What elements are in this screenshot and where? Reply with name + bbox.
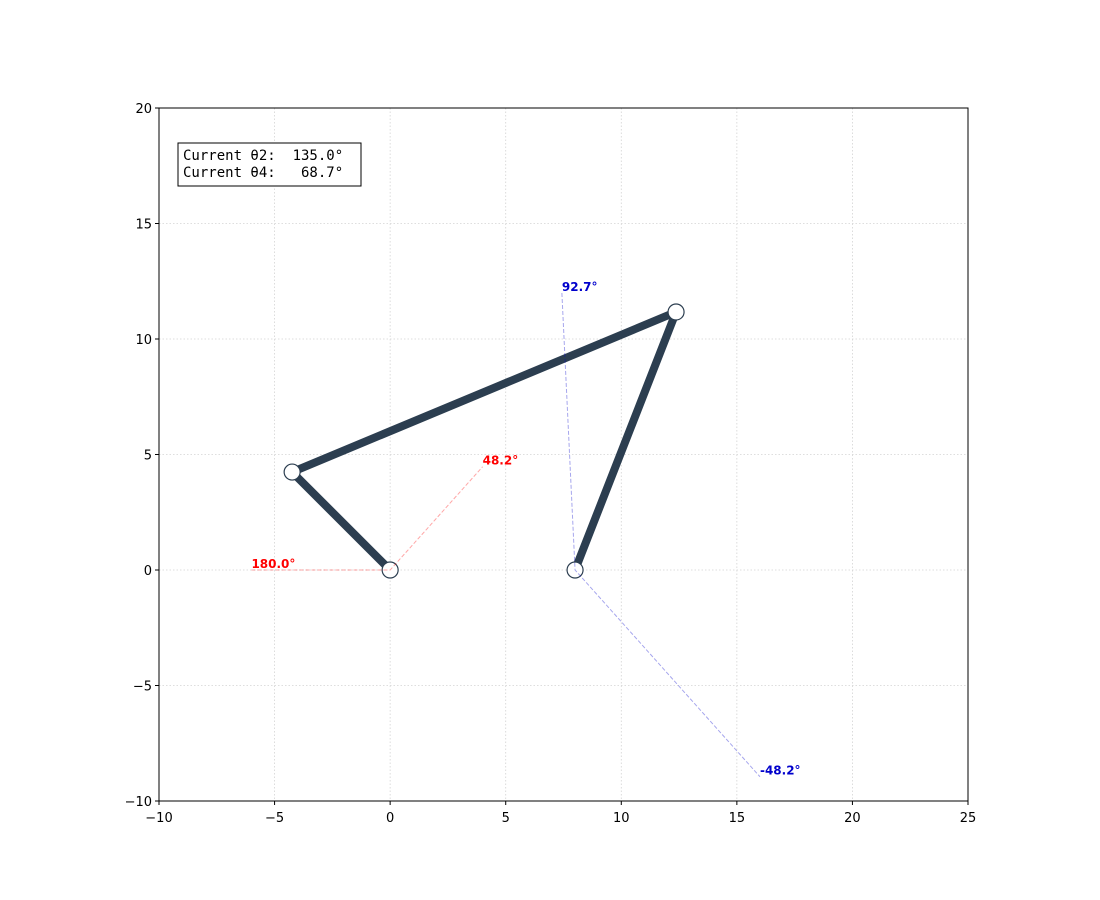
angle-label: 180.0° xyxy=(251,557,295,571)
x-tick-label: −5 xyxy=(265,811,284,826)
joint xyxy=(381,561,399,579)
x-tick-label: 15 xyxy=(729,811,746,826)
x-tick-label: 25 xyxy=(960,811,977,826)
x-tick-label: 20 xyxy=(844,811,861,826)
y-tick-label: −5 xyxy=(133,680,152,695)
angle-guide xyxy=(561,293,761,778)
info-text: Current θ2: 135.0° xyxy=(183,148,343,164)
y-tick-label: 10 xyxy=(135,333,152,348)
x-tick-label: 5 xyxy=(502,811,510,826)
angle-label: 48.2° xyxy=(483,454,519,468)
y-tick-label: 20 xyxy=(135,102,152,117)
linkage xyxy=(288,307,681,573)
y-tick-label: 15 xyxy=(135,218,152,233)
joint xyxy=(566,561,584,579)
joint xyxy=(283,463,301,481)
info-box: Current θ2: 135.0°Current θ4: 68.7° xyxy=(177,142,362,187)
axes: −10 −5 0 5 10 15 20 25 −10 −5 0 5 10 15 20 xyxy=(125,102,977,826)
angle-label: -48.2° xyxy=(760,764,801,778)
x-tick-label: −10 xyxy=(145,811,172,826)
x-tick-label: 0 xyxy=(386,811,394,826)
info-text: Current θ4: 68.7° xyxy=(183,165,343,181)
plot-area: 180.0° 48.2° 92.7° -48.2° xyxy=(251,280,801,778)
angle-guide xyxy=(251,466,483,571)
y-tick-label: 5 xyxy=(144,449,152,464)
y-tick-label: −10 xyxy=(125,795,152,810)
x-tick-label: 10 xyxy=(613,811,630,826)
info-box-frame xyxy=(177,142,362,187)
angle-label: 92.7° xyxy=(562,280,598,294)
joint xyxy=(667,303,685,321)
y-tick-label: 0 xyxy=(144,564,152,579)
